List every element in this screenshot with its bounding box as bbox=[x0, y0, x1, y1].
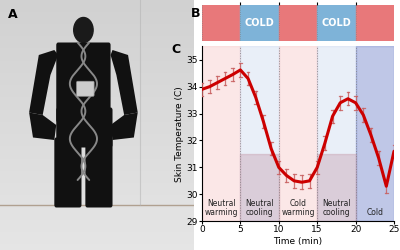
Bar bbox=[240, 154, 279, 221]
Text: A: A bbox=[8, 8, 17, 20]
Text: Neutral
cooling: Neutral cooling bbox=[245, 198, 274, 217]
Text: Cold
warming: Cold warming bbox=[281, 198, 315, 217]
Polygon shape bbox=[110, 112, 138, 140]
Ellipse shape bbox=[74, 18, 93, 42]
Text: B: B bbox=[190, 7, 200, 20]
Bar bbox=[279, 5, 317, 41]
Bar bbox=[317, 154, 356, 221]
Bar bbox=[279, 46, 317, 221]
Text: Neutral
cooling: Neutral cooling bbox=[322, 198, 351, 217]
Polygon shape bbox=[29, 112, 56, 140]
FancyBboxPatch shape bbox=[54, 138, 82, 208]
FancyBboxPatch shape bbox=[56, 108, 112, 148]
Text: COLD: COLD bbox=[322, 18, 351, 28]
Bar bbox=[317, 46, 356, 221]
FancyBboxPatch shape bbox=[85, 138, 112, 208]
Y-axis label: Skin Temperature (C): Skin Temperature (C) bbox=[174, 86, 184, 182]
Bar bbox=[356, 5, 394, 41]
Text: Cold: Cold bbox=[366, 208, 383, 217]
Polygon shape bbox=[110, 50, 138, 115]
FancyBboxPatch shape bbox=[77, 81, 94, 96]
Bar bbox=[240, 46, 279, 221]
Polygon shape bbox=[29, 50, 58, 115]
Text: COLD: COLD bbox=[245, 18, 274, 28]
Bar bbox=[356, 46, 394, 221]
Bar bbox=[202, 5, 240, 41]
FancyBboxPatch shape bbox=[56, 42, 110, 122]
Text: C: C bbox=[171, 43, 180, 56]
Text: Neutral
warming: Neutral warming bbox=[204, 198, 238, 217]
X-axis label: Time (min): Time (min) bbox=[274, 237, 322, 246]
Bar bbox=[240, 5, 279, 41]
Bar bbox=[202, 46, 240, 221]
Bar bbox=[317, 5, 356, 41]
